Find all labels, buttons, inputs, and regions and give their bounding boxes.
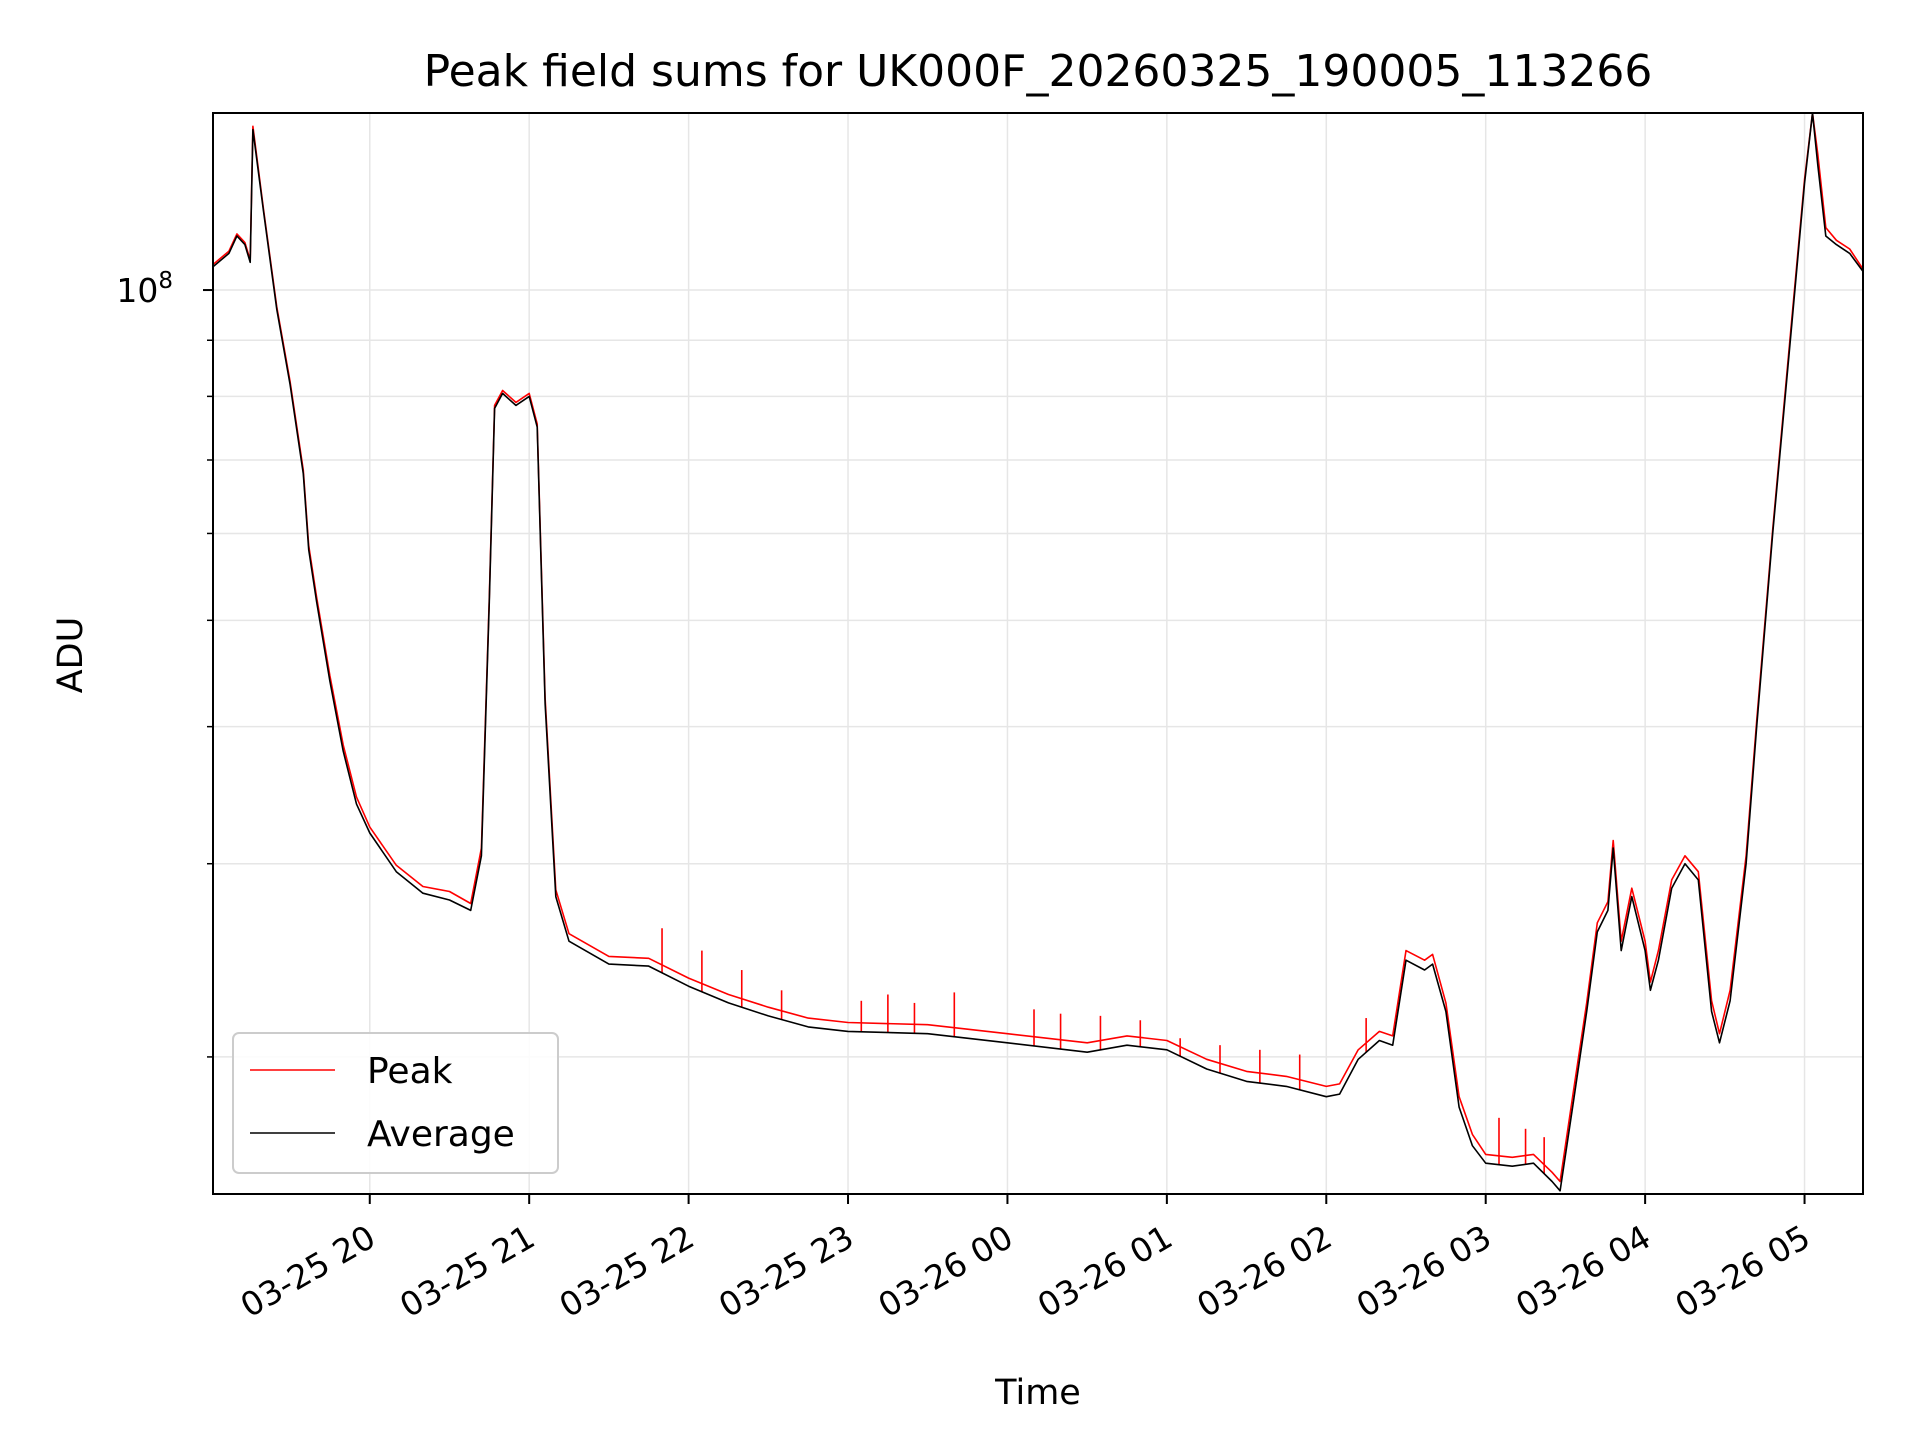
y-tick-label-exponent: 8	[158, 268, 173, 294]
legend-peak-label: Peak	[367, 1051, 453, 1092]
series-line-peak	[213, 113, 1863, 1183]
grid-layer	[213, 113, 1863, 1194]
chart-title: Peak field sums for UK000F_20260325_1900…	[424, 46, 1653, 97]
plot-area-frame	[212, 112, 1864, 1195]
x-axis-label: Time	[994, 1373, 1081, 1413]
series-layer	[213, 113, 1863, 1192]
y-axis-label: ADU	[51, 617, 91, 694]
series-line-average	[213, 113, 1863, 1192]
y-tick-label: 108	[116, 268, 173, 310]
legend-box	[232, 1032, 559, 1174]
legend-average-label: Average	[367, 1114, 515, 1155]
legend: Peak Average	[232, 1032, 559, 1174]
y-tick-label-base: 10	[116, 271, 158, 310]
